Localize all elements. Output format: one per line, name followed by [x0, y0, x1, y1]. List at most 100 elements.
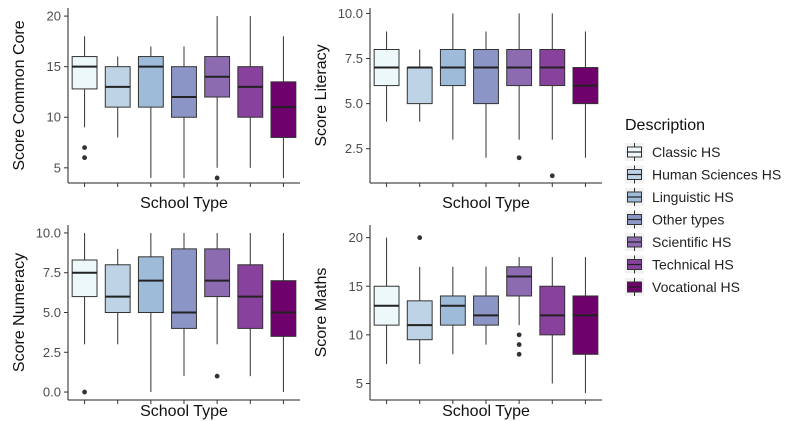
legend-title: Description — [625, 117, 705, 134]
box-linguistic-hs — [137, 46, 164, 187]
box-body — [473, 295, 499, 326]
box-body — [171, 66, 197, 118]
box-scientific-hs — [204, 16, 231, 187]
box-technical-hs — [237, 232, 264, 404]
box-body — [572, 295, 599, 355]
outlier-point — [82, 145, 87, 150]
outlier-point — [516, 332, 522, 338]
x-axis-title: School Type — [442, 195, 530, 212]
legend-label: Human Sciences HS — [652, 167, 781, 183]
y-tick-label: 5 — [356, 376, 363, 391]
box-body — [473, 48, 499, 105]
y-tick-label: 2.5 — [345, 141, 363, 156]
outlier-point — [549, 173, 555, 179]
box-classic-hs — [71, 36, 98, 187]
legend-item-vocational-hs: Vocational HS — [625, 278, 740, 296]
box-body — [406, 67, 433, 105]
y-tick-label: 5 — [54, 160, 61, 175]
box-classic-hs — [373, 31, 400, 187]
panel-3: 0.0 2.5 5.0 7.5 10.0 School Type Score Numerac… — [11, 225, 300, 420]
outlier-point — [516, 342, 522, 347]
y-tick-label: 10 — [349, 327, 363, 342]
outlier-point — [214, 175, 220, 181]
box-vocational-hs — [572, 257, 599, 404]
panel-4: 5 10 15 20 School Type Score Maths — [313, 225, 602, 420]
box-body — [71, 56, 98, 90]
y-tick-label: 2.5 — [43, 345, 61, 360]
box-body — [406, 300, 433, 341]
panel-2: 2.5 5.0 7.5 10.0 School Type Score Literacy — [313, 6, 602, 212]
box-scientific-hs — [506, 257, 533, 404]
box-classic-hs — [71, 232, 98, 404]
legend: Description Classic HS Human Sciences HS Li… — [625, 117, 781, 296]
outlier-point — [417, 235, 423, 241]
x-axis-title: School Type — [140, 403, 228, 420]
outlier-point — [214, 373, 220, 379]
legend-item-scientific-hs: Scientific HS — [625, 233, 731, 251]
outlier-point — [516, 351, 522, 357]
y-tick-label: 7.5 — [43, 265, 61, 280]
box-body — [539, 285, 566, 336]
box-classic-hs — [373, 237, 400, 404]
box-body — [270, 280, 297, 337]
box-vocational-hs — [270, 232, 297, 404]
y-axis-title: Score Numeracy — [11, 253, 28, 372]
box-linguistic-hs — [439, 13, 466, 187]
box-vocational-hs — [270, 36, 297, 187]
legend-label: Technical HS — [652, 257, 734, 273]
y-axis-title: Score Literacy — [313, 44, 330, 146]
box-human-sciences-hs — [104, 248, 131, 404]
y-tick-label: 15 — [349, 279, 363, 294]
box-technical-hs — [237, 16, 264, 187]
y-tick-label: 7.5 — [345, 51, 363, 66]
x-axis-title: School Type — [140, 195, 228, 212]
box-human-sciences-hs — [104, 56, 131, 187]
y-tick-label: 10.0 — [36, 225, 61, 240]
y-tick-label: 0.0 — [43, 385, 61, 400]
y-tick-label: 10 — [47, 110, 61, 125]
box-human-sciences-hs — [406, 49, 433, 187]
x-axis-title: School Type — [442, 403, 530, 420]
box-linguistic-hs — [439, 266, 466, 404]
box-technical-hs — [539, 257, 566, 404]
box-body — [171, 248, 197, 329]
y-tick-label: 5.0 — [43, 305, 61, 320]
box-body — [104, 264, 131, 314]
box-other-types — [473, 266, 499, 404]
y-tick-label: 20 — [47, 9, 61, 24]
y-tick-label: 10.0 — [338, 6, 363, 21]
box-scientific-hs — [204, 232, 231, 404]
box-body — [439, 295, 466, 326]
legend-label: Vocational HS — [652, 279, 740, 295]
box-body — [270, 81, 297, 138]
box-body — [506, 266, 533, 297]
legend-item-other-types: Other types — [625, 210, 724, 229]
y-axis-title: Score Common Core — [11, 20, 28, 170]
box-body — [204, 248, 231, 298]
legend-label: Linguistic HS — [652, 189, 734, 205]
legend-label: Scientific HS — [652, 234, 731, 250]
box-body — [71, 259, 98, 298]
y-axis-title: Score Maths — [313, 268, 330, 358]
legend-label: Classic HS — [652, 144, 720, 160]
box-scientific-hs — [506, 13, 533, 187]
panel-1: 5 10 15 20 School Type Score Common Core — [11, 8, 300, 212]
legend-item-human-sciences-hs: Human Sciences HS — [625, 165, 781, 184]
box-body — [137, 256, 164, 313]
y-tick-label: 5.0 — [345, 96, 363, 111]
legend-item-technical-hs: Technical HS — [625, 255, 734, 274]
legend-label: Other types — [652, 212, 724, 228]
box-other-types — [473, 31, 499, 187]
box-technical-hs — [539, 13, 566, 187]
outlier-point — [82, 389, 87, 395]
box-body — [237, 66, 264, 118]
legend-item-linguistic-hs: Linguistic HS — [625, 188, 734, 206]
box-body — [137, 56, 164, 108]
outlier-point — [82, 155, 87, 161]
box-linguistic-hs — [137, 232, 164, 404]
box-other-types — [171, 46, 197, 187]
y-tick-label: 20 — [349, 230, 363, 245]
box-vocational-hs — [572, 31, 599, 187]
y-tick-label: 15 — [47, 59, 61, 74]
